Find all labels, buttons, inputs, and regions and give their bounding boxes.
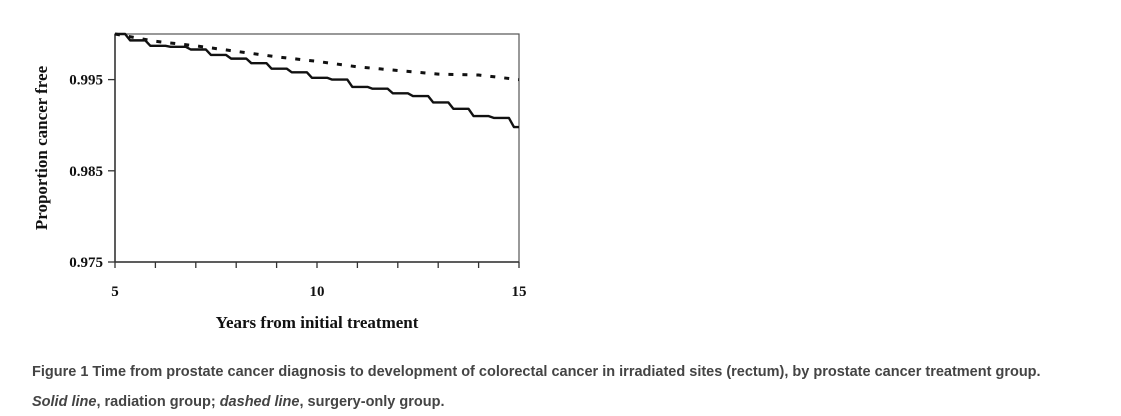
axis-ticks — [108, 78, 520, 268]
series-line-radiation — [115, 32, 519, 129]
y-axis-title: Proportion cancer free — [32, 65, 51, 230]
solid-line-term: Solid line — [32, 394, 97, 410]
survival-chart: 5 10 15 0.975 0.985 0.995 Years from initial … — [32, 32, 527, 332]
x-tick-label: 10 — [310, 284, 325, 300]
solid-line-desc: , radiation group; — [96, 394, 220, 410]
figure-label: Figure 1 — [32, 364, 89, 380]
tick-labels: 5 10 15 0.975 0.985 0.995 — [69, 73, 526, 300]
figure-caption: Figure 1 Time from prostate cancer diagn… — [32, 364, 1041, 380]
dashed-line-term: dashed line — [219, 394, 300, 410]
y-tick-label: 0.975 — [69, 255, 103, 271]
series-layer — [114, 32, 520, 129]
figure-caption-text: Time from prostate cancer diagnosis to d… — [88, 364, 1041, 380]
figure-legend-caption: Solid line, radiation group; dashed line… — [32, 394, 445, 410]
series-line-surgery-only — [114, 32, 520, 82]
x-axis-title: Years from initial treatment — [216, 313, 419, 332]
plot-border — [114, 33, 520, 263]
x-tick-label: 5 — [111, 284, 119, 300]
y-tick-label: 0.985 — [69, 164, 103, 180]
plot-area — [114, 33, 520, 263]
x-tick-label: 15 — [512, 284, 527, 300]
y-tick-label: 0.995 — [69, 73, 103, 89]
dashed-line-desc: , surgery-only group. — [299, 394, 445, 410]
